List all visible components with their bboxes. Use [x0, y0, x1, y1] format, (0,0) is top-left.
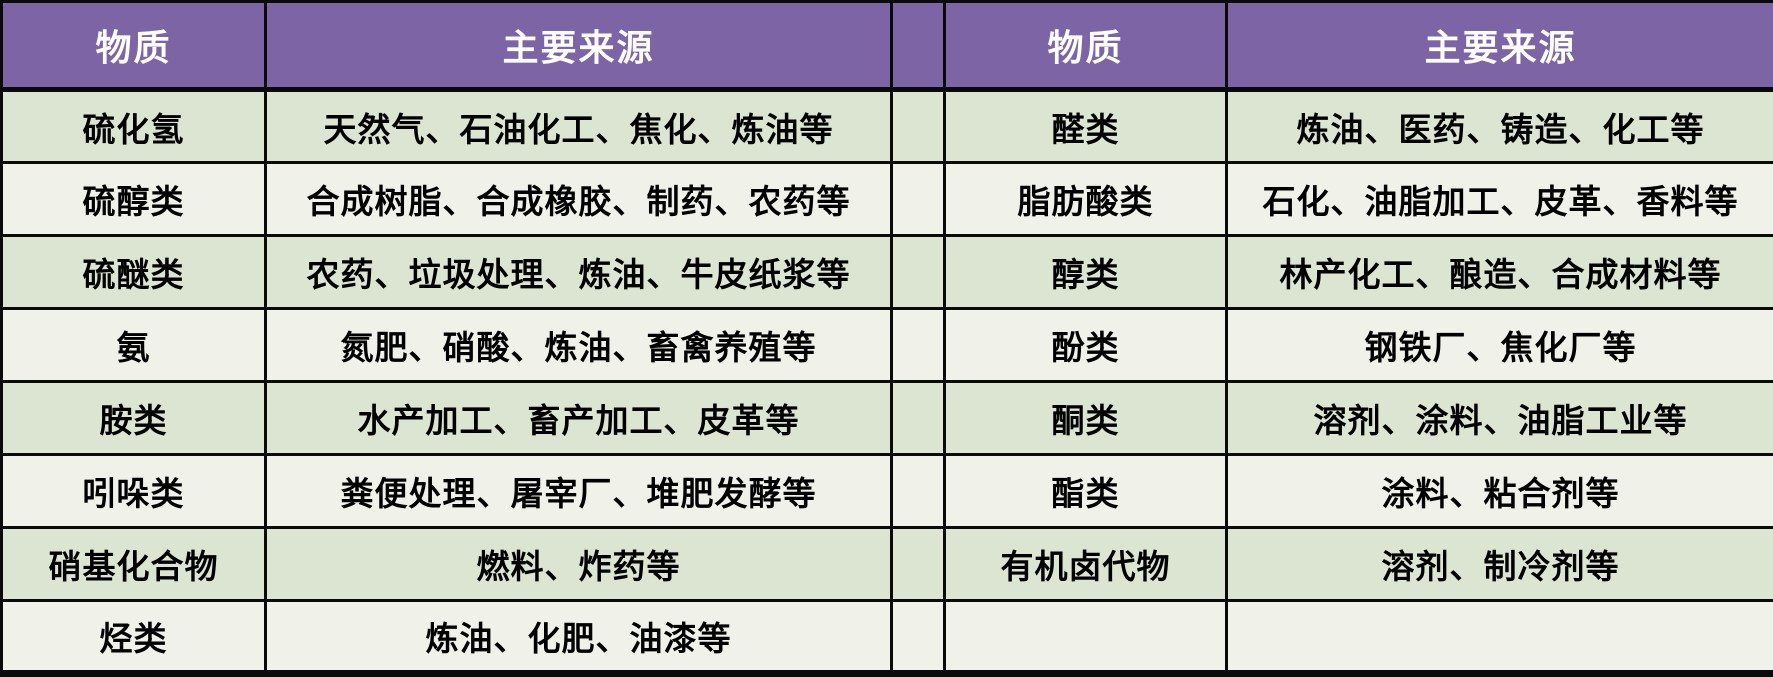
spacer-cell: [890, 453, 946, 529]
spacer-cell: [890, 526, 946, 602]
cell-substance-left: 烃类: [0, 599, 267, 675]
cell-source-right: [1225, 599, 1773, 675]
spacer-cell: [890, 161, 946, 237]
cell-source-right: 林产化工、酿造、合成材料等: [1225, 234, 1773, 310]
header-substance-left: 物质: [0, 0, 267, 92]
cell-substance-right: 醇类: [943, 234, 1228, 310]
table-row: 硝基化合物 燃料、炸药等 有机卤代物 溶剂、制冷剂等: [0, 526, 1773, 602]
cell-source-left: 氮肥、硝酸、炼油、畜禽养殖等: [264, 307, 893, 383]
cell-substance-right: 脂肪酸类: [943, 161, 1228, 237]
cell-source-left: 粪便处理、屠宰厂、堆肥发酵等: [264, 453, 893, 529]
cell-substance-right: 醛类: [943, 88, 1228, 164]
cell-source-right: 钢铁厂、焦化厂等: [1225, 307, 1773, 383]
cell-substance-left: 硫醚类: [0, 234, 267, 310]
cell-substance-left: 吲哚类: [0, 453, 267, 529]
spacer-cell: [890, 307, 946, 383]
cell-source-left: 合成树脂、合成橡胶、制药、农药等: [264, 161, 893, 237]
cell-substance-right: 有机卤代物: [943, 526, 1228, 602]
cell-source-left: 水产加工、畜产加工、皮革等: [264, 380, 893, 456]
cell-substance-left: 氨: [0, 307, 267, 383]
header-spacer-cell: [890, 0, 946, 92]
cell-source-left: 燃料、炸药等: [264, 526, 893, 602]
table-row: 吲哚类 粪便处理、屠宰厂、堆肥发酵等 酯类 涂料、粘合剂等: [0, 453, 1773, 529]
table-row: 硫醚类 农药、垃圾处理、炼油、牛皮纸浆等 醇类 林产化工、酿造、合成材料等: [0, 234, 1773, 310]
cell-source-right: 溶剂、制冷剂等: [1225, 526, 1773, 602]
header-source-left: 主要来源: [264, 0, 893, 92]
cell-substance-right: 酮类: [943, 380, 1228, 456]
table-row: 胺类 水产加工、畜产加工、皮革等 酮类 溶剂、涂料、油脂工业等: [0, 380, 1773, 456]
cell-source-right: 炼油、医药、铸造、化工等: [1225, 88, 1773, 164]
cell-source-right: 溶剂、涂料、油脂工业等: [1225, 380, 1773, 456]
spacer-cell: [890, 599, 946, 675]
table-row: 烃类 炼油、化肥、油漆等: [0, 599, 1773, 675]
cell-substance-left: 硝基化合物: [0, 526, 267, 602]
header-substance-right: 物质: [943, 0, 1228, 92]
header-source-right: 主要来源: [1225, 0, 1773, 92]
cell-substance-left: 胺类: [0, 380, 267, 456]
table-header-row: 物质 主要来源 物质 主要来源: [0, 0, 1773, 92]
cell-source-right: 涂料、粘合剂等: [1225, 453, 1773, 529]
cell-source-right: 石化、油脂加工、皮革、香料等: [1225, 161, 1773, 237]
cell-substance-left: 硫化氢: [0, 88, 267, 164]
table-row: 硫醇类 合成树脂、合成橡胶、制药、农药等 脂肪酸类 石化、油脂加工、皮革、香料等: [0, 161, 1773, 237]
cell-substance-right: 酯类: [943, 453, 1228, 529]
table-row: 硫化氢 天然气、石油化工、焦化、炼油等 醛类 炼油、医药、铸造、化工等: [0, 88, 1773, 164]
cell-source-left: 炼油、化肥、油漆等: [264, 599, 893, 675]
cell-source-left: 天然气、石油化工、焦化、炼油等: [264, 88, 893, 164]
spacer-cell: [890, 234, 946, 310]
cell-source-left: 农药、垃圾处理、炼油、牛皮纸浆等: [264, 234, 893, 310]
spacer-cell: [890, 380, 946, 456]
table-row: 氨 氮肥、硝酸、炼油、畜禽养殖等 酚类 钢铁厂、焦化厂等: [0, 307, 1773, 383]
cell-substance-right: 酚类: [943, 307, 1228, 383]
cell-substance-right: [943, 599, 1228, 675]
spacer-cell: [890, 88, 946, 164]
cell-substance-left: 硫醇类: [0, 161, 267, 237]
